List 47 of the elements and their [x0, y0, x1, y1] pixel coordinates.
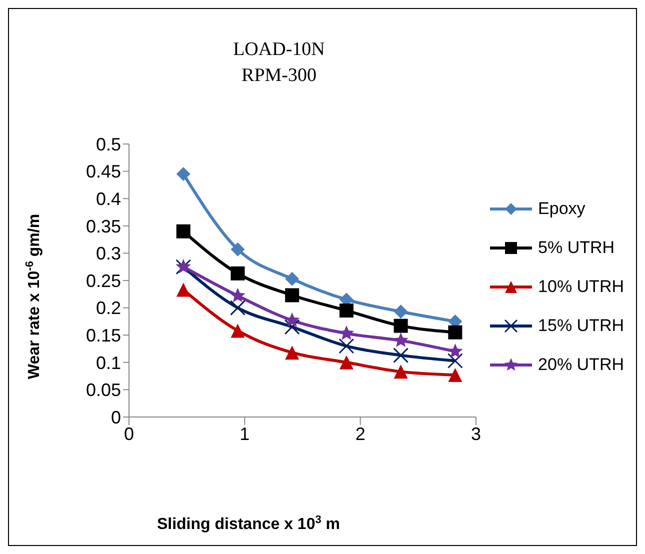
point [285, 288, 300, 302]
y-tick-label: 0.05 [86, 380, 121, 400]
y-tick-label: 0.2 [96, 298, 121, 318]
x-tick-label: 0 [124, 424, 134, 444]
y-tick-label: 0.25 [86, 270, 121, 291]
y-tick-label: 0.5 [96, 134, 121, 154]
point [339, 355, 354, 370]
x-tick-label: 1 [240, 424, 250, 444]
point [285, 272, 300, 286]
y-tick-label: 0 [110, 407, 121, 428]
point [176, 282, 190, 297]
point [393, 332, 408, 348]
y-tick-label: 0.4 [96, 188, 121, 209]
x-tick-label: 3 [470, 424, 482, 444]
point [448, 368, 462, 382]
point [448, 343, 463, 358]
point [230, 300, 246, 316]
point [230, 242, 245, 256]
x-tick-label: 2 [355, 424, 366, 444]
point [176, 224, 190, 238]
y-tick-label: 0.35 [86, 216, 121, 236]
point [394, 318, 408, 333]
y-tick-label: 0.1 [96, 352, 121, 373]
point [394, 304, 408, 319]
legend-label: 15% UTRH [538, 316, 624, 336]
point [447, 353, 463, 369]
legend-label: 5% UTRH [538, 238, 615, 258]
point [339, 304, 354, 318]
point [284, 319, 300, 335]
point [230, 266, 245, 280]
legend-label: Epoxy [538, 198, 586, 218]
point [230, 288, 246, 302]
legend-label: 20% UTRH [538, 354, 624, 374]
chart-title: LOAD-10N RPM-300 [232, 38, 326, 88]
legend-label: 10% UTRH [538, 276, 624, 296]
point [338, 325, 354, 340]
y-tick-label: 0.3 [96, 244, 121, 264]
point [338, 338, 354, 354]
point [176, 167, 190, 182]
point [393, 348, 409, 364]
y-tick-label: 0.45 [86, 162, 121, 182]
point [394, 364, 408, 379]
point [448, 325, 462, 340]
point [230, 324, 245, 338]
x-axis-title: Sliding distance x 10$^{3}$ m [156, 514, 340, 533]
point [285, 346, 300, 360]
y-tick-label: 0.15 [86, 325, 121, 346]
